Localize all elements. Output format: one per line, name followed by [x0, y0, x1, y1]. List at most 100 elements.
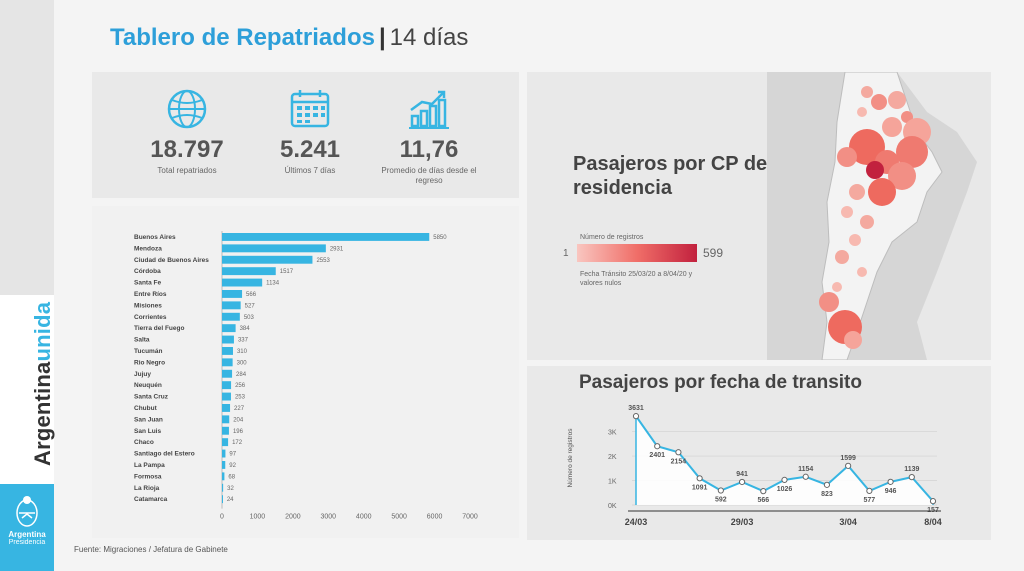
transit-line-chart-panel: Pasajeros por fecha de transito Número d… [527, 366, 991, 540]
bar-x-tick-label: 4000 [356, 514, 372, 521]
line-chart-title: Pasajeros por fecha de transito [579, 372, 862, 393]
map-legend-title: Número de registros [580, 234, 644, 241]
bar[interactable] [222, 369, 233, 378]
line-data-label: 1091 [692, 484, 708, 491]
bar[interactable] [222, 301, 241, 310]
bar-value-label: 2553 [316, 258, 330, 264]
line-y-axis-title: Número de registros [567, 428, 574, 488]
line-data-label: 566 [757, 497, 769, 504]
bar-value-label: 196 [233, 429, 244, 435]
bar-category-label: Chaco [134, 439, 154, 446]
bar[interactable] [222, 461, 226, 469]
bar-value-label: 2931 [330, 246, 344, 252]
line-point[interactable] [760, 488, 767, 495]
bar[interactable] [222, 415, 230, 424]
argentina-unida-logo: Argentinaunida [0, 298, 55, 478]
map-legend-note: Fecha Tránsito 25/03/20 a 8/04/20 y valo… [580, 271, 693, 287]
map-legend-gradient [577, 244, 697, 262]
bar-category-label: Entre Ríos [134, 291, 167, 298]
bar[interactable] [222, 312, 240, 321]
line-point[interactable] [675, 449, 682, 456]
bar-x-tick-label: 3000 [320, 514, 336, 521]
kpi-average-label: Promedio de días desde el regreso [381, 166, 477, 185]
bar[interactable] [222, 255, 313, 264]
bar[interactable] [222, 347, 233, 355]
bar-value-label: 1517 [280, 269, 294, 275]
bar[interactable] [222, 324, 236, 333]
map-legend-max: 599 [703, 246, 724, 260]
bar-category-label: Salta [134, 337, 150, 344]
bar[interactable] [222, 483, 224, 492]
bar-value-label: 1134 [266, 281, 280, 287]
bar[interactable] [222, 335, 234, 344]
bar-category-label: Santiago del Estero [134, 451, 195, 458]
province-bar-chart-panel: Buenos Aires 5850 Mendoza 2931 Ciudad de Bue… [92, 206, 519, 538]
bar-x-tick-label: 0 [220, 514, 224, 521]
bar[interactable] [222, 278, 263, 287]
map-panel: Pasajeros por CP de residencia Número de… [527, 72, 991, 360]
bar-category-label: Catamarca [134, 496, 168, 503]
line-point[interactable] [866, 487, 873, 494]
bar-category-label: Corrientes [134, 314, 167, 321]
brand-word-unida: unida [30, 301, 55, 362]
kpi-total-label: Total repatriados [157, 166, 217, 175]
line-data-label: 3631 [628, 405, 644, 412]
page-title-main: Tablero de Repatriados [110, 24, 375, 51]
line-point[interactable] [717, 487, 724, 494]
line-point[interactable] [696, 475, 703, 482]
page-title-sub: 14 días [389, 24, 469, 51]
bar[interactable] [222, 438, 229, 447]
line-point[interactable] [802, 473, 809, 480]
line-point[interactable] [929, 498, 937, 505]
bar[interactable] [222, 495, 223, 504]
bar-category-label: Mendoza [134, 245, 162, 252]
argentina-map[interactable] [767, 72, 991, 360]
line-point[interactable] [781, 476, 788, 483]
bar-value-label: 227 [234, 406, 245, 412]
bar-value-label: 503 [244, 315, 255, 321]
gov-label-argentina: Argentina [8, 530, 46, 539]
bar-category-label: Santa Fe [134, 280, 161, 287]
map-title: Pasajeros por CP de residencia [573, 153, 768, 199]
bar-category-label: Misiones [134, 302, 162, 309]
bar[interactable] [222, 233, 430, 241]
bar-value-label: 5850 [433, 235, 447, 241]
bar[interactable] [222, 381, 232, 390]
line-data-label: 823 [821, 491, 833, 498]
bar[interactable] [222, 244, 326, 253]
bar-category-label: Córdoba [134, 268, 161, 275]
line-point[interactable] [738, 478, 746, 486]
coat-of-arms-icon [16, 496, 38, 527]
map-circles [819, 86, 931, 349]
kpi-average-value: 11,76 [399, 136, 459, 163]
bar[interactable] [222, 449, 226, 458]
bar[interactable] [222, 404, 231, 412]
line-data-label: 1154 [798, 466, 813, 473]
line-area-fill [636, 416, 933, 505]
bar-value-label: 310 [237, 349, 248, 355]
bar[interactable] [222, 267, 276, 276]
line-data-label: 592 [715, 497, 727, 504]
line-point[interactable] [823, 481, 831, 488]
globe-icon [167, 89, 207, 129]
bar-value-label: 566 [246, 292, 257, 298]
line-point[interactable] [632, 413, 640, 420]
line-point[interactable] [908, 474, 915, 481]
bar[interactable] [222, 358, 233, 367]
bar[interactable] [222, 426, 229, 435]
bar-value-label: 32 [227, 486, 234, 492]
bar[interactable] [222, 392, 231, 401]
line-data-label: 946 [885, 488, 897, 495]
bar[interactable] [222, 472, 225, 481]
line-point[interactable] [887, 478, 894, 485]
bar-x-tick-label: 7000 [462, 514, 478, 521]
bar-value-label: 527 [245, 303, 256, 309]
line-point[interactable] [654, 443, 661, 450]
source-note: Fuente: Migraciones / Jefatura de Gabine… [74, 545, 228, 554]
bar-category-label: Santa Cruz [134, 394, 169, 401]
bar-x-tick-label: 1000 [250, 514, 266, 521]
title-separator: | [378, 24, 386, 51]
bar-value-label: 337 [238, 338, 249, 344]
line-point[interactable] [845, 462, 852, 469]
bar[interactable] [222, 290, 243, 298]
